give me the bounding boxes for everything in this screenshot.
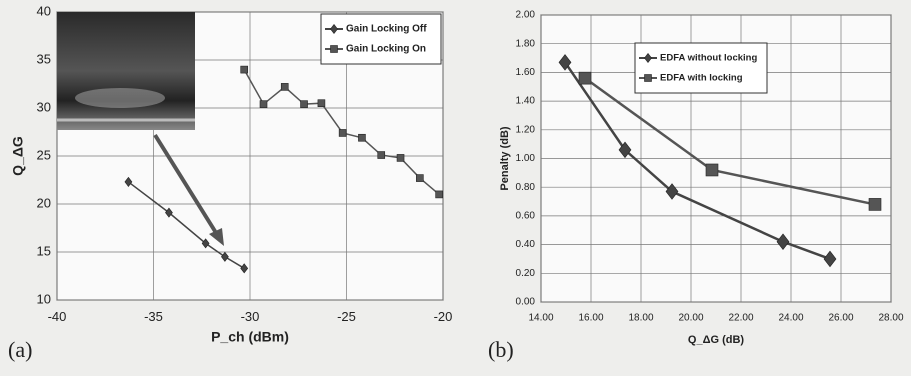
x-axis-label: P_ch (dBm) xyxy=(211,329,289,345)
marker xyxy=(318,100,325,107)
y-tick-label: 30 xyxy=(37,99,51,114)
inset-image xyxy=(57,12,195,130)
x-tick-label: -25 xyxy=(337,309,356,324)
figure: -40 -35 -30 -25 -20 10 15 20 25 30 35 40 P_ch (dBm) Q… xyxy=(0,0,911,376)
x-tick-label: 18.00 xyxy=(628,313,653,324)
marker xyxy=(706,164,718,176)
panel-label: (a) xyxy=(8,337,32,362)
y-tick-label: 1.40 xyxy=(516,96,536,107)
legend-label: EDFA with locking xyxy=(660,73,743,84)
marker xyxy=(397,154,404,161)
y-tick-label: 1.80 xyxy=(516,38,536,49)
y-tick-label: 1.00 xyxy=(516,153,536,164)
marker xyxy=(358,134,365,141)
panel-label: (b) xyxy=(488,337,514,362)
x-tick-label: 22.00 xyxy=(728,313,753,324)
y-tick-label: 0.60 xyxy=(516,211,536,222)
y-axis-label: Penalty (dB) xyxy=(499,126,511,191)
x-tick-label: -20 xyxy=(434,309,453,324)
y-tick-label: 0.20 xyxy=(516,268,536,279)
y-axis-label: Q_ΔG xyxy=(10,136,26,176)
x-tick-label: -40 xyxy=(48,309,67,324)
marker xyxy=(241,66,248,73)
marker xyxy=(260,101,267,108)
y-tick-label: 40 xyxy=(37,3,51,18)
legend xyxy=(635,43,767,93)
x-tick-label: 26.00 xyxy=(828,313,853,324)
y-tick-label: 25 xyxy=(37,147,51,162)
legend-label: EDFA without locking xyxy=(660,53,757,64)
marker xyxy=(339,129,346,136)
x-tick-label: -30 xyxy=(241,309,260,324)
legend-marker xyxy=(331,46,338,53)
marker xyxy=(869,198,881,210)
y-tick-label: 20 xyxy=(37,195,51,210)
x-tick-label: 14.00 xyxy=(528,313,553,324)
x-axis-label: Q_ΔG (dB) xyxy=(688,334,745,346)
marker xyxy=(416,175,423,182)
marker xyxy=(579,72,591,84)
x-tick-label: -35 xyxy=(144,309,163,324)
legend-label: Gain Locking Off xyxy=(346,24,427,35)
x-tick-label: 20.00 xyxy=(678,313,703,324)
legend-marker xyxy=(645,75,652,82)
y-tick-label: 1.60 xyxy=(516,67,536,78)
x-tick-label: 24.00 xyxy=(778,313,803,324)
marker xyxy=(281,83,288,90)
y-tick-label: 1.20 xyxy=(516,124,536,135)
y-tick-label: 15 xyxy=(37,243,51,258)
y-tick-label: 0.40 xyxy=(516,239,536,250)
y-tick-label: 0.00 xyxy=(516,297,536,308)
x-tick-label: 16.00 xyxy=(578,313,603,324)
y-tick-label: 35 xyxy=(37,51,51,66)
y-tick-label: 0.80 xyxy=(516,182,536,193)
marker xyxy=(301,101,308,108)
legend xyxy=(321,14,441,64)
y-tick-label: 10 xyxy=(37,291,51,306)
marker xyxy=(378,152,385,159)
marker xyxy=(436,191,443,198)
x-tick-label: 28.00 xyxy=(878,313,903,324)
legend-label: Gain Locking On xyxy=(346,44,426,55)
y-tick-label: 2.00 xyxy=(516,10,536,21)
